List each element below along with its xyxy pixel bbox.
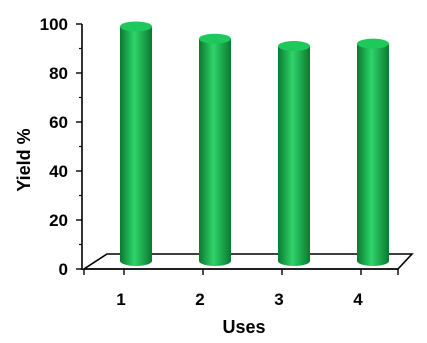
bar-4 <box>357 38 389 266</box>
bar-series <box>120 21 389 267</box>
y-axis-title: Yield % <box>14 128 34 191</box>
bar-body <box>278 46 310 266</box>
bar-2 <box>199 33 231 267</box>
bar-top <box>357 38 389 49</box>
y-tick-label: 40 <box>49 162 68 181</box>
y-tick-label: 0 <box>59 260 68 279</box>
x-axis-title: Uses <box>222 317 265 337</box>
bar-body <box>199 38 231 267</box>
x-axis-ticks: 1 2 3 4 <box>83 269 399 309</box>
y-tick-label: 100 <box>40 15 68 34</box>
bar-body <box>357 43 389 266</box>
bar-top <box>120 21 152 32</box>
bar-body <box>120 26 152 267</box>
x-tick-label: 3 <box>274 290 283 309</box>
bar-3 <box>278 41 310 266</box>
bar-1 <box>120 21 152 267</box>
y-tick-label: 20 <box>49 211 68 230</box>
y-axis-ticks: 0 20 40 60 80 100 <box>40 15 82 279</box>
bar-top <box>199 33 231 44</box>
y-tick-label: 60 <box>49 113 68 132</box>
x-tick-label: 4 <box>353 290 363 309</box>
y-tick-label: 80 <box>49 64 68 83</box>
bar-top <box>278 41 310 52</box>
x-tick-label: 1 <box>116 290 125 309</box>
x-tick-label: 2 <box>195 290 204 309</box>
